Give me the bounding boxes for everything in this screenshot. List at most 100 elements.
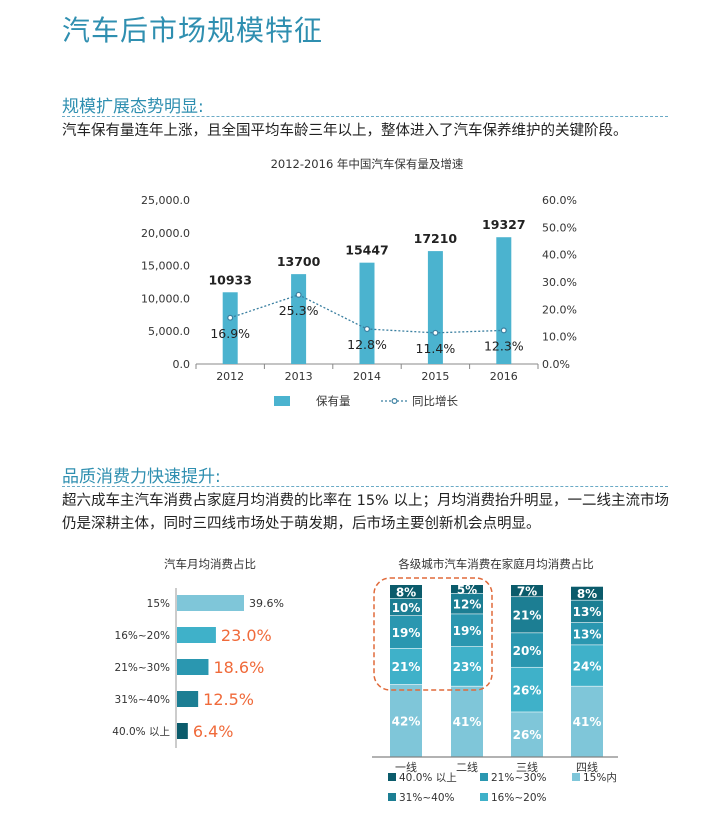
chart1-y-tick: 0.0 xyxy=(173,358,191,371)
chart2-title: 汽车月均消费占比 xyxy=(164,557,256,571)
chart3-legend-swatch xyxy=(480,773,488,781)
section1-heading: 规模扩展态势明显: xyxy=(62,97,204,117)
chart3-segment xyxy=(511,597,543,633)
chart3-segment xyxy=(571,622,603,645)
chart1-y-tick: 15,000.0 xyxy=(141,260,190,273)
chart1-bar xyxy=(427,251,443,364)
chart3-segment xyxy=(451,593,483,614)
chart2-value-label: 12.5% xyxy=(203,690,254,709)
chart1-legend-label-line: 同比增长 xyxy=(412,394,458,408)
section2-divider xyxy=(62,486,668,487)
chart3-segment xyxy=(451,614,483,647)
chart3-segment-label: 24% xyxy=(573,659,602,673)
chart3-x-tick: 三线 xyxy=(516,760,538,774)
chart1-legend-label-bar: 保有量 xyxy=(316,394,351,408)
chart2-value-label: 23.0% xyxy=(221,626,272,645)
chart3-x-tick: 四线 xyxy=(576,760,598,774)
chart1-growth-point xyxy=(500,327,507,334)
chart1-legend-swatch-bar xyxy=(274,396,290,406)
chart3-segment-label: 26% xyxy=(513,728,542,742)
chart2-category-label: 16%~20% xyxy=(115,630,170,642)
chart3-segment-label: 23% xyxy=(453,660,482,674)
section2-heading: 品质消费力快速提升: xyxy=(62,467,221,487)
chart2-value-label: 18.6% xyxy=(213,658,264,677)
chart3-legend-swatch xyxy=(480,793,488,801)
chart2-category-label: 15% xyxy=(147,598,170,610)
chart1-growth-point xyxy=(295,291,302,298)
chart1-bar-label: 10933 xyxy=(208,272,252,287)
chart1-x-tick: 2013 xyxy=(285,370,313,383)
chart1-growth-point xyxy=(432,329,439,336)
chart1-x-tick: 2015 xyxy=(421,370,449,383)
chart1-growth-label: 25.3% xyxy=(279,303,319,318)
chart1-x-tick: 2014 xyxy=(353,370,381,383)
chart1-growth-label: 12.8% xyxy=(347,337,387,352)
chart3-segment xyxy=(511,633,543,667)
chart3-segment xyxy=(390,585,422,599)
chart3-segment-label: 21% xyxy=(392,660,421,674)
section2-text: 超六成车主汽车消费占家庭月均消费的比率在 15% 以上；月均消费抬升明显，一二线… xyxy=(62,493,669,532)
chart3-legend-label: 40.0% 以上 xyxy=(399,772,457,784)
chart3-segment-label: 42% xyxy=(392,714,421,728)
chart3-segment xyxy=(571,600,603,623)
chart3-segment-label: 20% xyxy=(513,644,542,658)
chart3-segment xyxy=(390,615,422,649)
chart1-title: 2012-2016 年中国汽车保有量及增速 xyxy=(271,157,464,171)
chart3-segment-label: 5% xyxy=(457,583,477,597)
chart2-bar xyxy=(177,659,209,675)
chart1-bar-label: 19327 xyxy=(482,217,526,232)
chart3-segment-label: 13% xyxy=(573,628,602,642)
chart1-x-tick: 2012 xyxy=(216,370,244,383)
chart3-segment-label: 8% xyxy=(396,585,416,599)
page-title: 汽车后市场规模特征 xyxy=(62,14,324,47)
chart1-bar xyxy=(496,237,512,364)
chart3-legend-swatch xyxy=(388,773,396,781)
chart1-y-tick: 10,000.0 xyxy=(141,292,190,305)
chart3-segment-label: 21% xyxy=(513,609,542,623)
chart1-legend-swatch-point xyxy=(391,398,398,405)
chart3-legend-swatch xyxy=(572,773,580,781)
chart3-segment-label: 19% xyxy=(453,624,482,638)
chart1-y2-tick: 10.0% xyxy=(542,331,577,344)
section1-text: 汽车保有量连年上涨，且全国平均车龄三年以上，整体进入了汽车保养维护的关键阶段。 xyxy=(62,123,628,139)
chart3-segment xyxy=(571,686,603,757)
chart3-segment-label: 10% xyxy=(392,601,421,615)
chart1-growth-point xyxy=(227,314,234,321)
chart3-segment-label: 12% xyxy=(453,597,482,611)
chart1-y2-tick: 30.0% xyxy=(542,276,577,289)
chart3-legend-label: 15%内 xyxy=(583,771,617,784)
chart3-segment-label: 41% xyxy=(573,715,602,729)
chart1-bar xyxy=(222,292,238,364)
chart3-x-tick: 一线 xyxy=(395,760,417,774)
chart1-growth-point xyxy=(364,326,371,333)
chart3-segment xyxy=(390,648,422,685)
chart3-segment xyxy=(390,598,422,616)
chart3-segment xyxy=(571,645,603,686)
chart3-x-tick: 二线 xyxy=(456,760,478,774)
chart1-growth-label: 11.4% xyxy=(416,341,456,356)
chart2-bar xyxy=(177,627,216,643)
chart1-bar-label: 17210 xyxy=(414,231,458,246)
section1-divider xyxy=(62,116,668,117)
chart1-y-tick: 25,000.0 xyxy=(141,194,190,207)
chart1-bar-label: 15447 xyxy=(345,243,389,258)
chart3-segment xyxy=(511,667,543,712)
chart2-bar xyxy=(177,691,199,707)
chart3-segment xyxy=(511,712,543,757)
chart3-segment xyxy=(390,684,422,757)
chart1-y2-tick: 60.0% xyxy=(542,194,577,207)
chart2-category-label: 40.0% 以上 xyxy=(112,726,170,738)
chart2-category-label: 31%~40% xyxy=(115,694,170,706)
chart3-segment xyxy=(451,585,483,593)
chart3-legend-label: 21%~30% xyxy=(491,772,546,784)
chart1-y-tick: 5,000.0 xyxy=(148,325,190,338)
chart3-segment xyxy=(571,586,603,600)
chart3-title: 各级城市汽车消费在家庭月均消费占比 xyxy=(398,557,594,571)
chart3-segment-label: 13% xyxy=(573,605,602,619)
chart1-y2-tick: 40.0% xyxy=(542,249,577,262)
chart3-segment-label: 19% xyxy=(392,626,421,640)
chart2-value-label: 6.4% xyxy=(193,722,234,741)
